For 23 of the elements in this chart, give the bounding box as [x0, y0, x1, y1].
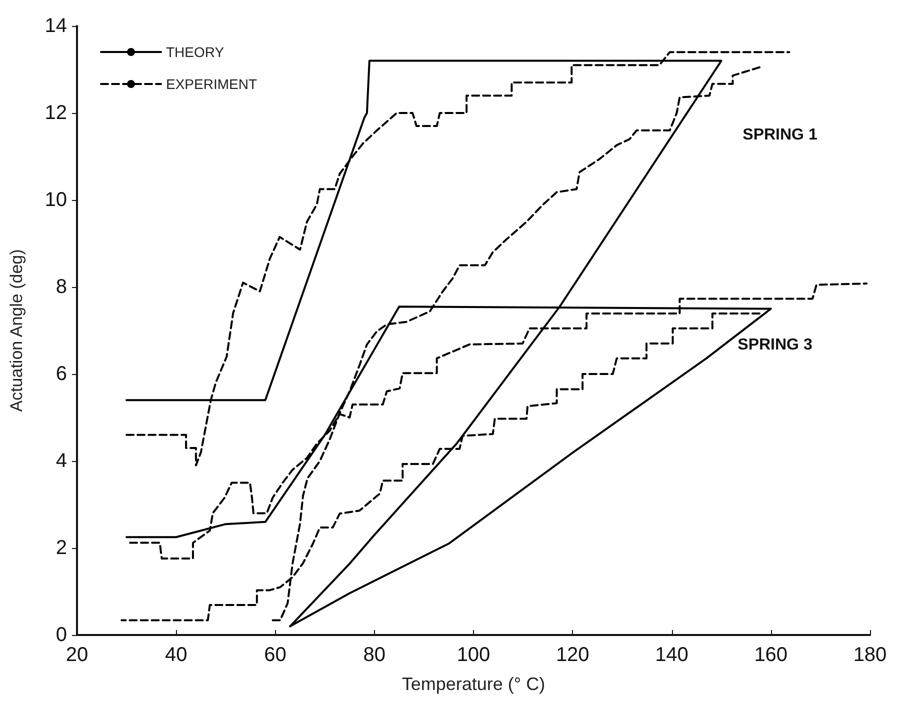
x-tick-label: 120 [556, 644, 590, 666]
y-axis-title: Actuation Angle (deg) [7, 249, 26, 412]
x-tick-label: 40 [165, 644, 188, 666]
y-tick-label: 0 [56, 624, 67, 646]
legend-label: EXPERIMENT [166, 76, 258, 92]
y-tick-label: 14 [44, 15, 67, 37]
y-tick-label: 10 [44, 189, 67, 211]
x-tick-label: 80 [363, 644, 386, 666]
annotation: SPRING 3 [738, 336, 812, 354]
x-axis-title: Temperature (° C) [402, 674, 546, 694]
legend-label: THEORY [166, 44, 225, 60]
y-tick-label: 12 [44, 102, 67, 124]
annotation: SPRING 1 [742, 126, 818, 144]
x-tick-label: 140 [655, 644, 688, 666]
y-tick-label: 2 [56, 537, 67, 559]
x-tick-label: 60 [264, 644, 286, 666]
x-tick-label: 180 [853, 644, 887, 666]
x-tick-label: 100 [456, 644, 490, 666]
y-tick-label: 8 [56, 276, 67, 298]
y-tick-label: 4 [56, 450, 67, 472]
y-tick-label: 6 [56, 363, 67, 385]
x-tick-label: 20 [66, 644, 88, 666]
x-tick-label: 160 [754, 644, 788, 666]
